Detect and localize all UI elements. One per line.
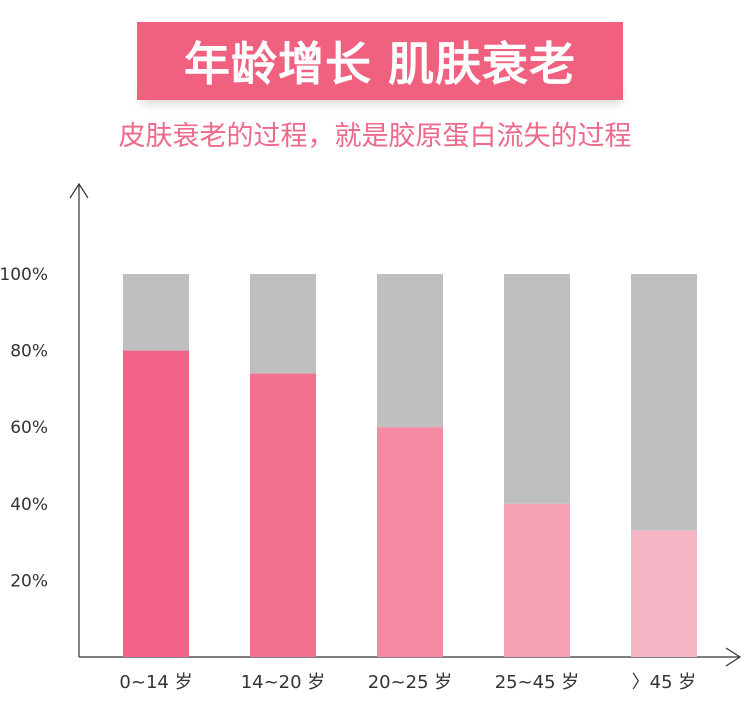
- x-axis-arrow: [725, 647, 742, 667]
- x-tick-label: 0~14 岁: [119, 672, 192, 693]
- y-tick-label: 20%: [10, 571, 48, 591]
- y-tick-label: 100%: [0, 265, 48, 285]
- bar-remainder: [377, 274, 443, 428]
- title-part2: 肌肤衰老: [388, 37, 576, 91]
- y-tick-label: 80%: [10, 342, 48, 362]
- bar-remainder: [504, 274, 570, 504]
- bar-collagen: [250, 373, 316, 657]
- y-tick-labels: 20% 40% 60% 80% 100%: [0, 265, 48, 591]
- bar-collagen: [377, 427, 443, 657]
- title-part1: 年龄增长: [184, 37, 372, 91]
- bar-collagen: [123, 350, 189, 657]
- bar-remainder: [631, 274, 697, 531]
- bar-collagen: [504, 503, 570, 657]
- bar-remainder: [123, 274, 189, 351]
- bar-group: [123, 274, 697, 657]
- x-tick-label: 14~20 岁: [241, 672, 326, 693]
- bar-remainder: [250, 274, 316, 374]
- x-tick-labels: 0~14 岁 14~20 岁 20~25 岁 25~45 岁 〉45 岁: [119, 672, 696, 693]
- bar-collagen: [631, 530, 697, 657]
- y-tick-label: 60%: [10, 418, 48, 438]
- y-axis-arrow: [69, 182, 89, 199]
- y-tick-label: 40%: [10, 495, 48, 515]
- title-banner: 年龄增长 肌肤衰老: [137, 22, 623, 100]
- x-tick-label: 〉45 岁: [632, 672, 697, 693]
- x-tick-label: 20~25 岁: [368, 672, 453, 693]
- subtitle: 皮肤衰老的过程，就是胶原蛋白流失的过程: [118, 121, 632, 152]
- x-tick-label: 25~45 岁: [495, 672, 580, 693]
